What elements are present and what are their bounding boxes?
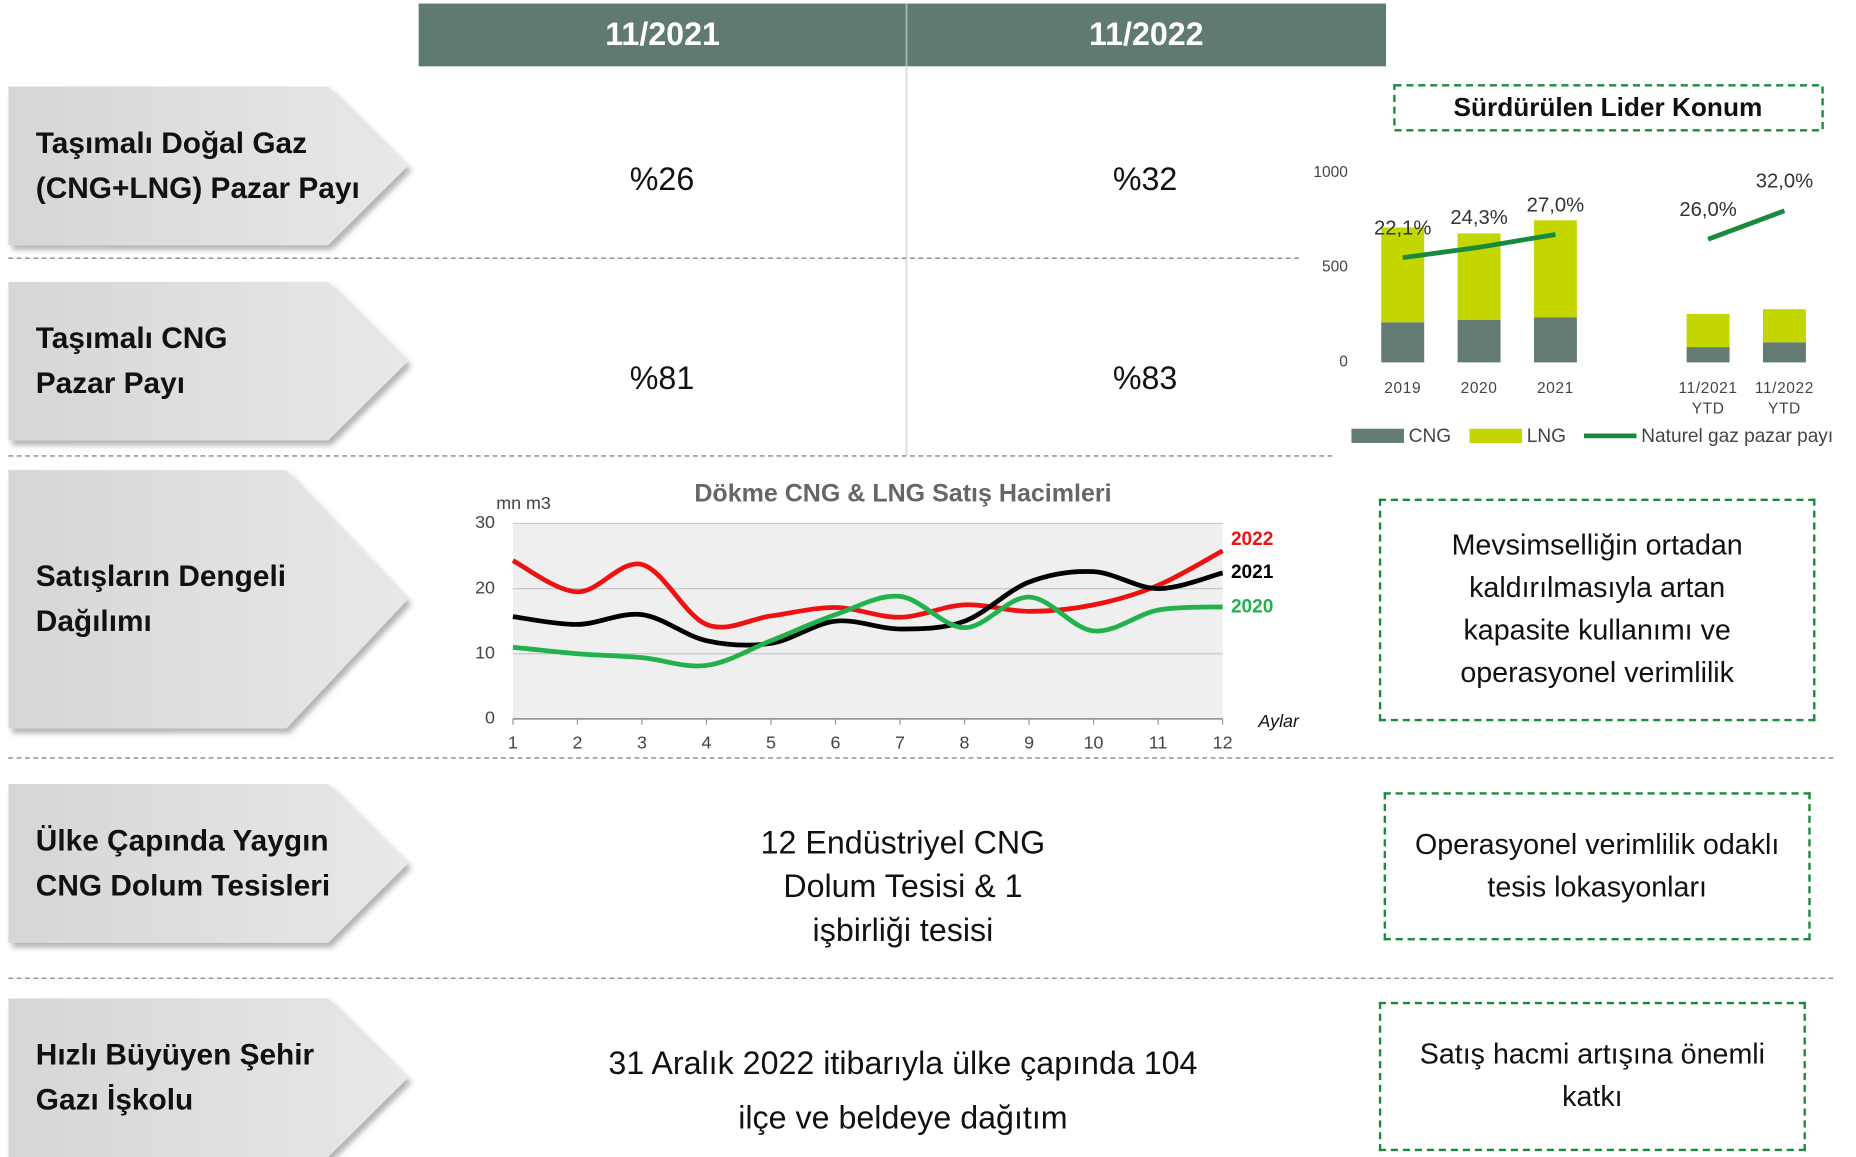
data-label: 24,3%: [1450, 207, 1507, 229]
x-tick-label: 9: [1024, 732, 1034, 752]
separators: [8, 257, 1837, 980]
row-label: Hızlı Büyüyen Şehir Gazı İşkolu: [35, 1038, 315, 1117]
chevron: [8, 998, 408, 1157]
series-line: [512, 593, 1223, 669]
callout: Mevsimselliğin ortadan kaldırılmasıyla a…: [1378, 498, 1816, 722]
data-label: 32,0%: [1756, 171, 1813, 193]
x-tick-label: 5: [766, 732, 776, 752]
y-tick-label: 1000: [1313, 164, 1347, 181]
y-tick-label: 10: [475, 642, 495, 662]
series-line: [512, 569, 1224, 648]
legend-label: CNG: [1409, 426, 1451, 447]
line-chart-title: Dökme CNG & LNG Satış Hacimleri: [694, 480, 1111, 508]
y-tick-label: 0: [485, 708, 495, 728]
data-label: 22,1%: [1374, 218, 1431, 240]
legend-label: Naturel gaz pazar payı: [1641, 426, 1833, 447]
row-chevrons: [8, 86, 408, 1157]
x-tick-label: 3: [637, 732, 647, 752]
bar-segment: [1686, 313, 1730, 348]
header-cell: 11/2021: [605, 16, 720, 53]
x-axis-label: Aylar: [1257, 711, 1300, 731]
data-label: 27,0%: [1527, 194, 1584, 216]
legend-swatch: [1469, 428, 1523, 443]
row-label: Satışların Dengeli Dağılımı: [35, 560, 287, 639]
callout: Operasyonel verimlilik odaklı tesis loka…: [1383, 792, 1811, 941]
y-tick-label: 30: [475, 512, 495, 532]
value-cell: %83: [1112, 360, 1178, 397]
text-cell: 12 Endüstriyel CNG Dolum Tesisi & 1 işbi…: [760, 824, 1046, 949]
x-tick-label: 8: [960, 732, 970, 752]
y-tick-label: 0: [1339, 354, 1348, 371]
header-bar: [418, 3, 1387, 67]
series-label: 2021: [1231, 562, 1274, 583]
x-tick-label: 4: [701, 732, 711, 752]
bar-segment: [1686, 347, 1730, 363]
data-label: 26,0%: [1679, 199, 1736, 221]
callout-frame: [1393, 84, 1824, 132]
row-label: Taşımalı CNG Pazar Payı: [35, 322, 228, 401]
x-tick-label: 11/2022 YTD: [1754, 378, 1814, 417]
x-tick-label: 2020: [1460, 378, 1498, 397]
bar-chart-title: Sürdürülen Lider Konum: [1453, 92, 1762, 122]
chevron: [8, 470, 408, 729]
x-tick-label: 6: [831, 732, 841, 752]
share-line: [1402, 208, 1786, 261]
x-tick-label: 2019: [1384, 378, 1422, 397]
bar-segment: [1381, 322, 1425, 363]
x-tick-label: 10: [1084, 732, 1104, 752]
bar-segment: [1762, 309, 1806, 343]
value-cell: %81: [629, 360, 695, 397]
chevron: [8, 86, 408, 246]
x-tick-label: 2: [572, 732, 582, 752]
x-tick-label: 12: [1213, 732, 1233, 752]
y-tick-label: 500: [1322, 259, 1348, 276]
callout: Satış hacmi artışına önemli katkı: [1378, 1001, 1806, 1152]
bar-segment: [1762, 342, 1806, 363]
x-tick-label: 1: [508, 732, 518, 752]
row-label: Taşımalı Doğal Gaz (CNG+LNG) Pazar Payı: [35, 126, 360, 205]
x-tick-label: 2021: [1536, 378, 1574, 397]
bar-segment: [1533, 317, 1577, 363]
x-tick-label: 7: [895, 732, 905, 752]
legend-label: LNG: [1527, 426, 1566, 447]
series-label: 2022: [1231, 529, 1273, 550]
series-label: 2020: [1231, 597, 1273, 618]
series-line: [511, 548, 1224, 630]
chevron: [8, 281, 408, 441]
bar-segment: [1457, 319, 1501, 363]
y-tick-label: 20: [475, 577, 495, 597]
chevron: [8, 784, 408, 943]
bar-segment: [1381, 227, 1425, 323]
y-axis-label: mn m3: [496, 493, 551, 513]
legend-swatch: [1351, 428, 1404, 443]
row-label: Ülke Çapında Yaygın CNG Dolum Tesisleri: [35, 824, 331, 903]
plot-area: [512, 523, 1223, 719]
text-cell: 31 Aralık 2022 itibarıyla ülke çapında 1…: [608, 1045, 1198, 1136]
value-cell: %26: [629, 161, 695, 198]
x-tick-label: 11/2021 YTD: [1678, 378, 1738, 417]
value-cell: %32: [1112, 161, 1178, 198]
x-tick-label: 11: [1149, 732, 1168, 752]
header-cell: 11/2022: [1088, 16, 1204, 53]
